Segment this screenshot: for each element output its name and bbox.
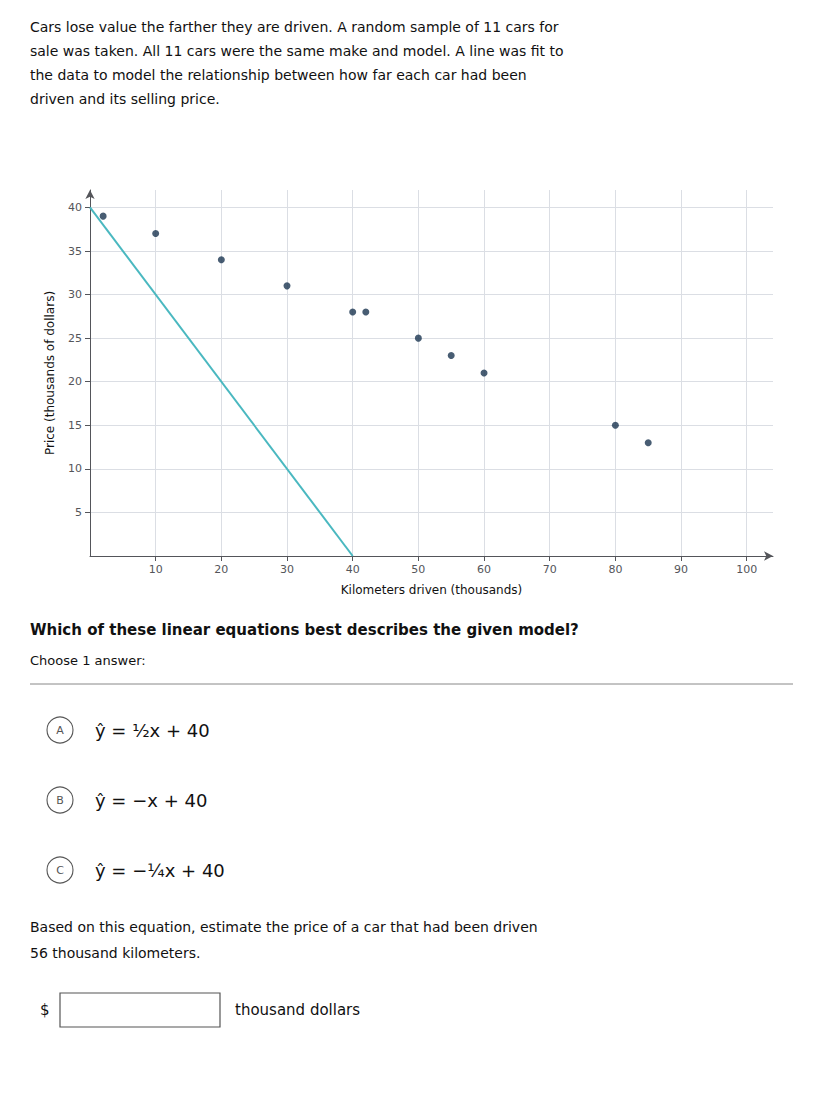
svg-text:ŷ = −x + 40: ŷ = −x + 40 — [95, 790, 207, 811]
svg-text:Based on this equation, estima: Based on this equation, estimate the pri… — [30, 919, 538, 935]
svg-text:A: A — [56, 724, 64, 737]
svg-text:50: 50 — [411, 563, 425, 576]
svg-text:Choose 1 answer:: Choose 1 answer: — [30, 653, 146, 668]
svg-text:90: 90 — [674, 563, 688, 576]
svg-text:70: 70 — [543, 563, 557, 576]
svg-text:30: 30 — [68, 288, 82, 301]
svg-text:40: 40 — [346, 563, 360, 576]
svg-text:5: 5 — [75, 506, 82, 519]
svg-text:20: 20 — [214, 563, 228, 576]
svg-text:40: 40 — [68, 201, 82, 214]
svg-text:sale was taken. All 11 cars we: sale was taken. All 11 cars were the sam… — [30, 43, 564, 59]
svg-text:25: 25 — [68, 332, 82, 345]
svg-text:35: 35 — [68, 245, 82, 258]
svg-text:B: B — [56, 794, 64, 807]
svg-text:56 thousand kilometers.: 56 thousand kilometers. — [30, 945, 200, 961]
svg-text:15: 15 — [68, 419, 82, 432]
svg-text:80: 80 — [608, 563, 622, 576]
svg-text:100: 100 — [736, 563, 757, 576]
svg-text:Price (thousands of dollars): Price (thousands of dollars) — [43, 291, 57, 455]
svg-text:driven and its selling price.: driven and its selling price. — [30, 91, 220, 107]
svg-text:60: 60 — [477, 563, 491, 576]
svg-text:20: 20 — [68, 375, 82, 388]
svg-text:Which of these linear equation: Which of these linear equations best des… — [30, 621, 579, 639]
svg-text:$: $ — [40, 1001, 50, 1019]
svg-text:ŷ = −¼x + 40: ŷ = −¼x + 40 — [95, 860, 225, 881]
svg-text:thousand dollars: thousand dollars — [235, 1001, 360, 1019]
svg-text:30: 30 — [280, 563, 294, 576]
svg-text:10: 10 — [68, 462, 82, 475]
svg-text:Cars lose value the farther th: Cars lose value the farther they are dri… — [30, 19, 559, 35]
svg-text:Kilometers driven (thousands): Kilometers driven (thousands) — [341, 583, 523, 597]
svg-text:the data to model the relation: the data to model the relationship betwe… — [30, 67, 527, 83]
svg-text:C: C — [56, 864, 64, 877]
svg-text:10: 10 — [149, 563, 163, 576]
svg-text:ŷ = ½x + 40: ŷ = ½x + 40 — [95, 720, 210, 741]
